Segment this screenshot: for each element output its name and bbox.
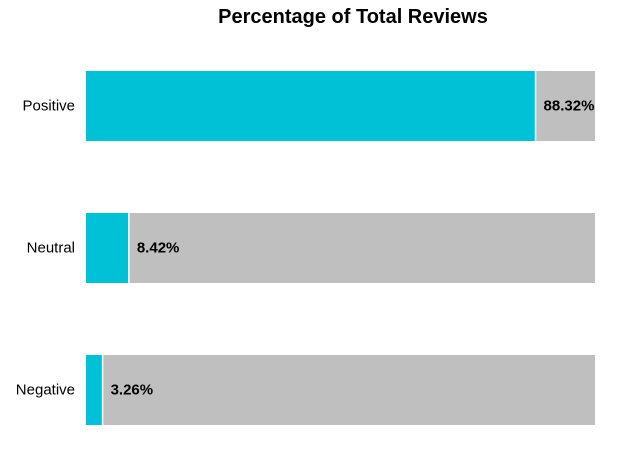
remainder-bar-negative xyxy=(102,355,596,425)
category-label-neutral: Neutral xyxy=(27,240,75,257)
percentage-label-positive: 88.32% xyxy=(544,98,595,115)
value-bar-neutral xyxy=(86,213,129,283)
category-label-negative: Negative xyxy=(16,382,75,399)
remainder-bar-neutral xyxy=(128,213,596,283)
remainder-bar-positive xyxy=(535,71,595,141)
value-bar-negative xyxy=(86,355,103,425)
category-label-positive: Positive xyxy=(22,98,75,115)
percentage-label-negative: 3.26% xyxy=(111,382,154,399)
value-bar-positive xyxy=(86,71,536,141)
percentage-label-neutral: 8.42% xyxy=(137,240,180,257)
chart-title: Percentage of Total Reviews xyxy=(218,6,488,28)
